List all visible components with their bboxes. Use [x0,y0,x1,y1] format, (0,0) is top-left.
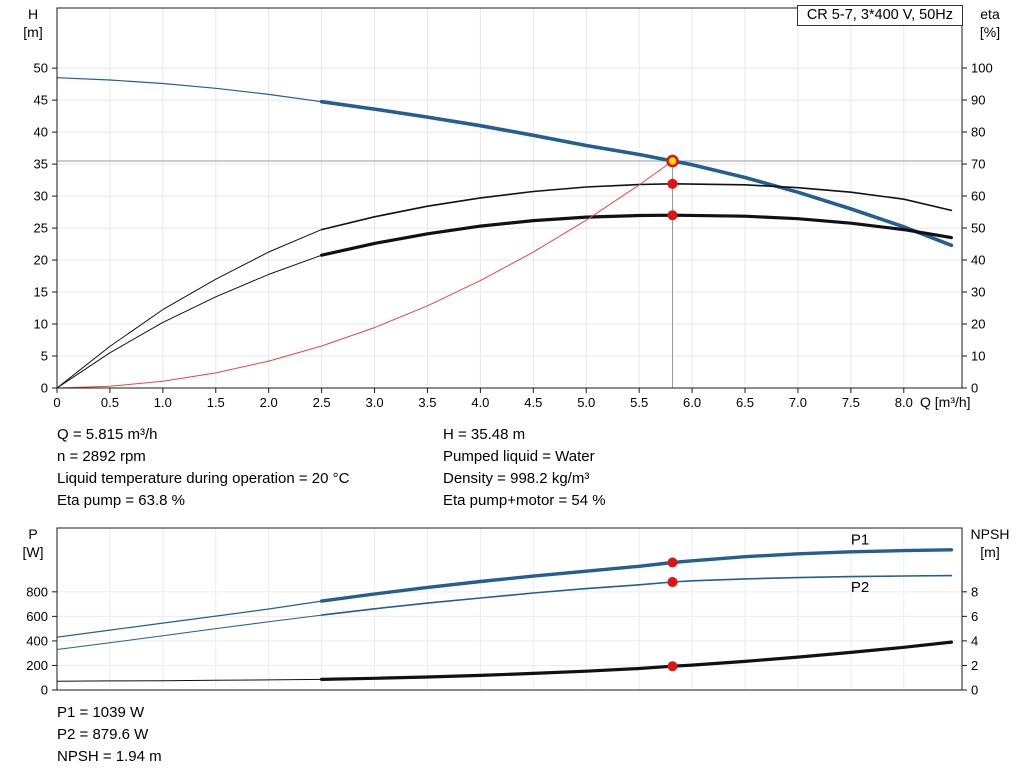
info-liquid-temperature: Liquid temperature during operation = 20… [57,470,350,487]
qh-eta-chart: 0 0.5 1.0 1.5 2.0 2.5 3.0 3.5 4.0 4.5 5.0 5.5 6.0 6.5… [23,6,1000,410]
svg-text:2.5: 2.5 [313,395,331,410]
svg-text:200: 200 [26,658,48,673]
info-npsh: NPSH = 1.94 m [57,748,162,765]
duty-info-left: Q = 5.815 m³/h n = 2892 rpm Liquid tempe… [57,424,349,512]
svg-text:1.5: 1.5 [207,395,225,410]
svg-text:1.0: 1.0 [154,395,172,410]
info-eta-pump-motor: Eta pump+motor = 54 % [443,492,606,509]
p1-curve-leadin [56,600,323,638]
svg-text:800: 800 [26,584,48,599]
system-curve [56,160,673,389]
eta-pump-motor-curve [320,213,954,257]
svg-text:0: 0 [971,683,978,698]
p1-point [667,557,678,568]
svg-text:2.0: 2.0 [260,395,278,410]
eta-pump-point [667,178,678,189]
svg-text:0: 0 [53,395,60,410]
head-curve [319,99,954,248]
info-speed: n = 2892 rpm [57,448,146,465]
svg-text:4: 4 [971,633,978,648]
svg-text:90: 90 [971,93,985,108]
svg-text:15: 15 [34,285,48,300]
p1-series-label: P1 [851,532,869,549]
svg-text:100: 100 [971,61,993,76]
p1-curve [319,548,954,603]
svg-text:6.0: 6.0 [683,395,701,410]
right-axis-title: NPSH [971,526,1010,542]
svg-text:8: 8 [971,584,978,599]
svg-text:35: 35 [34,157,48,172]
svg-text:6.5: 6.5 [736,395,754,410]
npsh-curve-leadin [56,678,323,682]
svg-text:60: 60 [971,189,985,204]
svg-text:4.0: 4.0 [471,395,489,410]
svg-text:5.5: 5.5 [630,395,648,410]
eta-pump-motor-curve-leadin [56,254,323,389]
duty-info-right: H = 35.48 m Pumped liquid = Water Densit… [443,424,606,512]
svg-text:20: 20 [34,253,48,268]
svg-text:40: 40 [34,125,48,140]
svg-text:40: 40 [971,253,985,268]
info-head: H = 35.48 m [443,426,526,443]
svg-text:10: 10 [34,317,48,332]
svg-text:50: 50 [971,221,985,236]
info-flow: Q = 5.815 m³/h [57,426,158,443]
left-axis-title: [m] [23,24,42,40]
svg-text:7.0: 7.0 [789,395,807,410]
eta-pump-curve-leadin [56,229,323,389]
p2-curve-leadin [56,614,323,650]
right-axis-title: eta [980,6,1000,22]
info-p1: P1 = 1039 W [57,704,145,721]
npsh-curve [320,640,954,682]
svg-text:50: 50 [34,61,48,76]
head-curve-leadin [56,77,323,103]
svg-text:3.0: 3.0 [366,395,384,410]
duty-point [666,154,679,168]
svg-text:45: 45 [34,93,48,108]
power-info: P1 = 1039 W P2 = 879.6 W NPSH = 1.94 m [57,702,162,768]
right-axis-title: [m] [980,544,999,560]
info-density: Density = 998.2 kg/m³ [443,470,590,487]
info-pumped-liquid: Pumped liquid = Water [443,448,595,465]
svg-text:7.5: 7.5 [842,395,860,410]
svg-text:0: 0 [41,381,48,396]
svg-text:0.5: 0.5 [101,395,119,410]
right-axis-title: [%] [980,24,1000,40]
p2-series-label: P2 [851,579,869,596]
svg-text:5.0: 5.0 [577,395,595,410]
svg-text:4.5: 4.5 [524,395,542,410]
svg-text:6: 6 [971,609,978,624]
p2-point [667,577,678,588]
svg-text:3.5: 3.5 [418,395,436,410]
svg-text:400: 400 [26,633,48,648]
eta-pump-motor-point [667,210,678,221]
pump-model-label: CR 5-7, 3*400 V, 50Hz [796,5,963,26]
svg-text:0: 0 [971,381,978,396]
info-eta-pump: Eta pump = 63.8 % [57,492,185,509]
svg-text:5: 5 [41,349,48,364]
svg-text:25: 25 [34,221,48,236]
svg-text:20: 20 [971,317,985,332]
left-axis-title: [W] [23,544,44,560]
power-npsh-chart: 0 200 400 600 800 0 2 4 6 8 P [W] NPSH [m] P1 P2 [23,526,1010,698]
svg-text:80: 80 [971,125,985,140]
left-axis-title: P [28,526,37,542]
left-axis-title: H [28,6,38,22]
svg-text:600: 600 [26,609,48,624]
info-p2: P2 = 879.6 W [57,726,149,743]
svg-text:10: 10 [971,349,985,364]
svg-text:8.0: 8.0 [895,395,913,410]
x-axis-label: Q [m³/h] [920,394,971,410]
svg-text:30: 30 [971,285,985,300]
svg-text:0: 0 [41,683,48,698]
svg-text:70: 70 [971,157,985,172]
svg-text:30: 30 [34,189,48,204]
npsh-point [667,661,678,672]
p2-curve [320,574,953,616]
svg-text:2: 2 [971,658,978,673]
